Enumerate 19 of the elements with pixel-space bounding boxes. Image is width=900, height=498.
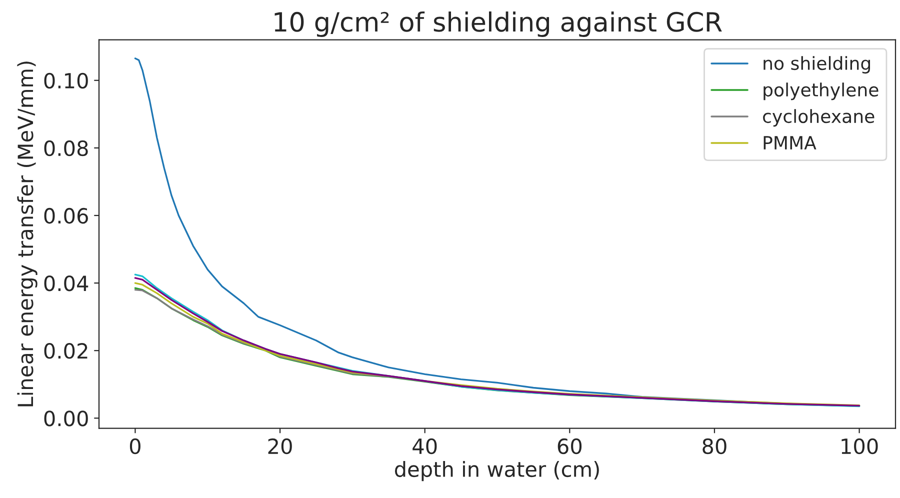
x-tick-label: 20 [268,438,292,454]
y-tick-label: 0.06 [44,208,88,224]
x-tick-label: 60 [558,438,582,454]
x-tick-label: 80 [702,438,726,454]
x-tick-label: 100 [842,438,878,454]
y-tick-label: 0.08 [44,140,88,156]
legend-label: PMMA [764,136,816,150]
chart-title: 10 g/cm² of shielding against GCR [274,11,722,37]
y-tick-label: 0.10 [44,72,88,89]
legend-label: no shielding [764,56,870,74]
legend-label: polyethylene [764,82,878,100]
y-tick-label: 0.04 [44,275,88,292]
x-axis-title: depth in water (cm) [394,460,599,482]
y-axis-title: Linear energy transfer (MeV/mm) [17,62,38,406]
x-tick-label: 0 [130,438,140,454]
x-tick-label: 40 [412,438,437,454]
y-tick-label: 0.02 [44,343,88,359]
legend-label: cyclohexane [763,109,874,127]
y-tick-label: 0.00 [44,410,88,426]
